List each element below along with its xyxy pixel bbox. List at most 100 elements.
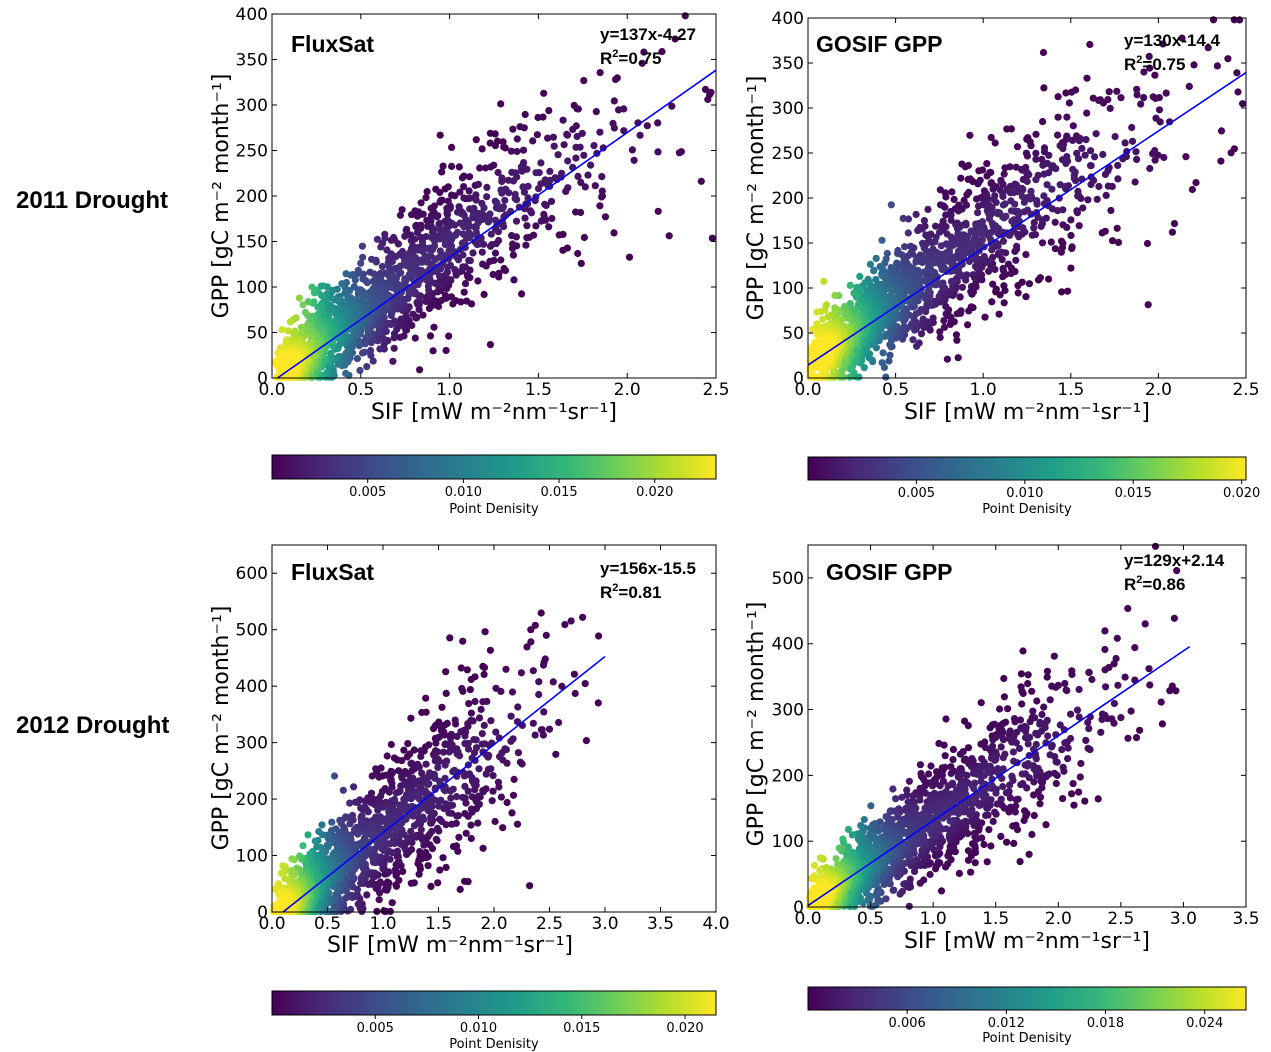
scatter-point xyxy=(1076,773,1084,781)
scatter-point xyxy=(580,77,588,85)
scatter-point xyxy=(1018,700,1026,708)
scatter-point xyxy=(594,699,602,707)
scatter-point xyxy=(1014,289,1022,297)
panel-fluxsat-2012: 0.0 0.5 1.0 1.5 2.0 2.5 3.0 3.5 4.0 010020030040… xyxy=(209,544,730,1052)
scatter-point xyxy=(1019,647,1027,655)
scatter-point xyxy=(483,193,491,201)
scatter-point xyxy=(367,339,375,347)
scatter-point xyxy=(527,626,535,634)
scatter-point xyxy=(357,874,365,882)
scatter-point xyxy=(559,116,567,124)
scatter-point xyxy=(510,775,518,784)
scatter-point xyxy=(507,147,515,155)
scatter-point xyxy=(929,314,937,322)
scatter-point xyxy=(372,765,380,773)
scatter-point xyxy=(934,858,942,866)
x-tick-label: 2.0 xyxy=(614,380,641,400)
scatter-point xyxy=(526,207,534,215)
scatter-point xyxy=(286,318,294,326)
scatter-point xyxy=(701,85,710,93)
scatter-point xyxy=(327,349,335,357)
r-squared-label: R2=0.75 xyxy=(1124,54,1185,74)
scatter-point xyxy=(936,328,944,336)
scatter-point xyxy=(1028,687,1036,695)
scatter-point xyxy=(615,106,623,114)
x-tick-label: 0.5 xyxy=(882,380,909,400)
scatter-point xyxy=(1012,256,1020,264)
colorbar-tick-label: 0.005 xyxy=(898,486,935,501)
scatter-point xyxy=(490,161,498,169)
scatter-point xyxy=(395,788,403,796)
scatter-point xyxy=(1149,150,1157,158)
scatter-point xyxy=(977,699,985,707)
colorbar xyxy=(271,454,717,480)
scatter-point xyxy=(387,299,395,307)
scatter-point xyxy=(529,137,537,145)
scatter-point xyxy=(532,222,540,230)
scatter-point xyxy=(507,737,515,745)
scatter-point xyxy=(500,264,508,273)
scatter-point xyxy=(546,167,554,175)
scatter-point xyxy=(299,842,307,850)
scatter-point xyxy=(1152,114,1160,122)
scatter-point xyxy=(435,220,443,228)
scatter-point xyxy=(436,235,444,243)
scatter-point xyxy=(358,349,367,357)
scatter-point xyxy=(924,205,932,213)
scatter-point xyxy=(564,184,572,192)
scatter-point xyxy=(1151,542,1160,550)
scatter-point xyxy=(1068,790,1076,798)
scatter-point xyxy=(1064,755,1072,763)
scatter-point xyxy=(1113,224,1121,232)
scatter-point xyxy=(486,646,494,654)
scatter-point xyxy=(304,298,312,306)
scatter-point xyxy=(1054,93,1062,101)
scatter-point xyxy=(472,736,480,744)
colorbar-tick-label: 0.005 xyxy=(349,485,386,500)
scatter-point xyxy=(578,129,586,137)
scatter-point xyxy=(375,896,383,904)
scatter-point xyxy=(456,188,464,196)
scatter-point xyxy=(451,192,459,200)
scatter-point xyxy=(1052,683,1060,691)
scatter-point xyxy=(470,223,479,231)
x-tick-label: 0.5 xyxy=(347,380,374,400)
scatter-point xyxy=(489,270,497,279)
scatter-point xyxy=(916,761,925,769)
scatter-point xyxy=(1132,734,1141,742)
scatter-point xyxy=(1085,725,1093,733)
r-squared-label: R2=0.81 xyxy=(600,582,661,602)
panel-title: GOSIF GPP xyxy=(816,31,943,57)
scatter-point xyxy=(458,239,466,247)
scatter-point xyxy=(636,131,644,139)
scatter-point xyxy=(1024,671,1032,679)
y-tick-label: 200 xyxy=(772,189,804,209)
scatter-point xyxy=(398,206,406,214)
scatter-point xyxy=(1052,165,1060,173)
scatter-point xyxy=(1104,182,1112,190)
scatter-point xyxy=(476,164,484,172)
scatter-point xyxy=(912,310,920,318)
scatter-point xyxy=(535,678,543,686)
scatter-point xyxy=(330,772,339,780)
scatter-point xyxy=(1075,685,1083,694)
scatter-point xyxy=(1068,670,1076,679)
scatter-point xyxy=(342,270,350,278)
scatter-point xyxy=(1101,666,1109,674)
colorbar-tick-label: 0.015 xyxy=(1115,486,1152,501)
scatter-point xyxy=(434,763,442,772)
scatter-point xyxy=(311,837,319,845)
scatter-point xyxy=(989,736,997,744)
scatter-point xyxy=(1093,195,1101,203)
scatter-point xyxy=(487,230,495,238)
scatter-point xyxy=(574,105,583,113)
scatter-point xyxy=(336,816,344,825)
scatter-point xyxy=(942,715,950,723)
scatter-point xyxy=(318,821,326,829)
scatter-point xyxy=(954,354,962,362)
scatter-point xyxy=(369,277,377,285)
scatter-point xyxy=(495,269,503,277)
scatter-point xyxy=(983,858,991,866)
scatter-point xyxy=(1000,299,1008,307)
colorbar-tick-label: 0.020 xyxy=(636,485,673,500)
